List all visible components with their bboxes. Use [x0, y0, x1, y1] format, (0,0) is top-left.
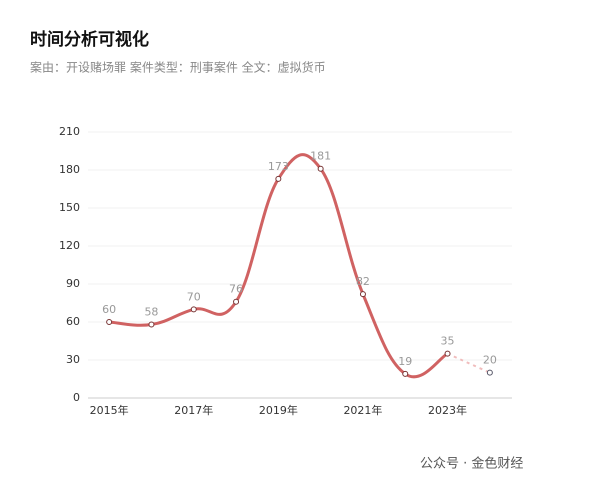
y-tick-label: 90 — [66, 277, 80, 290]
value-label: 181 — [310, 150, 331, 163]
y-tick-label: 0 — [73, 391, 80, 404]
point — [317, 165, 324, 172]
point — [275, 175, 282, 182]
x-tick-label: 2015年 — [90, 403, 129, 417]
point — [233, 298, 240, 305]
value-label: 173 — [268, 160, 289, 173]
point — [148, 321, 155, 328]
y-tick-label: 60 — [66, 315, 80, 328]
value-label: 70 — [187, 290, 201, 303]
value-label: 60 — [102, 303, 116, 316]
y-tick-label: 210 — [59, 125, 80, 138]
watermark: 公众号 · 金色财经 — [420, 456, 523, 472]
x-tick-label: 2021年 — [343, 403, 382, 417]
y-tick-label: 180 — [59, 163, 80, 176]
value-label: 20 — [483, 354, 497, 367]
y-tick-label: 30 — [66, 353, 80, 366]
value-label: 76 — [229, 283, 243, 296]
x-tick-label: 2019年 — [259, 403, 298, 417]
value-label: 82 — [356, 275, 370, 288]
point — [402, 370, 409, 377]
point — [106, 319, 113, 325]
point — [486, 369, 493, 376]
point — [190, 306, 197, 313]
y-tick-label: 150 — [59, 201, 80, 214]
x-tick-label: 2017年 — [174, 403, 213, 417]
chart-subtitle: 案由：开设赌场罪 案件类型：刑事案件 全文：虚拟货币 — [30, 60, 326, 75]
x-tick-label: 2023年 — [428, 403, 467, 417]
value-label: 58 — [144, 306, 158, 319]
line — [109, 153, 449, 379]
chart-title: 时间分析可视化 — [30, 29, 149, 50]
point — [359, 291, 366, 298]
value-label: 19 — [398, 355, 412, 368]
point — [444, 350, 451, 357]
value-label: 35 — [441, 335, 455, 348]
y-tick-label: 120 — [59, 239, 80, 252]
